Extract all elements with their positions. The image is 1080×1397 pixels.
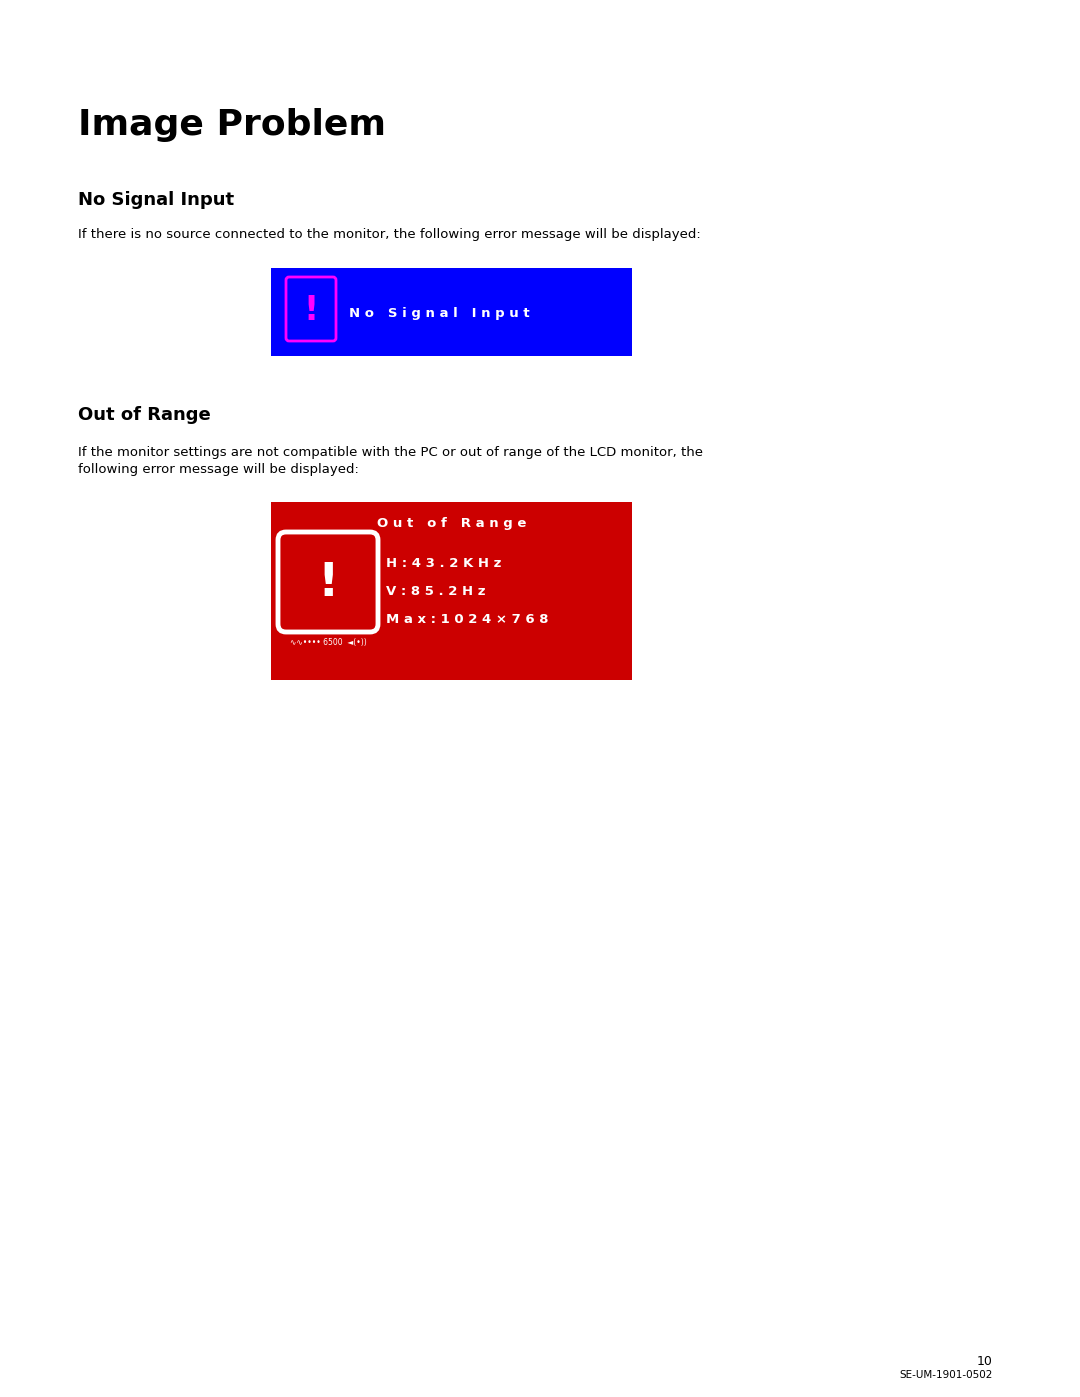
- Text: ∿∿•••• 6500  ◄(•)): ∿∿•••• 6500 ◄(•)): [289, 637, 366, 647]
- Text: 10: 10: [977, 1355, 993, 1368]
- Text: !: !: [318, 562, 339, 606]
- FancyBboxPatch shape: [286, 277, 336, 341]
- Text: !: !: [303, 295, 319, 327]
- Bar: [271, 502, 632, 680]
- Text: M a x : 1 0 2 4 × 7 6 8: M a x : 1 0 2 4 × 7 6 8: [386, 613, 549, 626]
- Text: O u t   o f   R a n g e: O u t o f R a n g e: [377, 517, 526, 531]
- Text: Out of Range: Out of Range: [78, 407, 211, 425]
- Text: If there is no source connected to the monitor, the following error message will: If there is no source connected to the m…: [78, 228, 701, 242]
- Text: following error message will be displayed:: following error message will be displaye…: [78, 462, 359, 476]
- Bar: [271, 268, 632, 356]
- Text: N o   S i g n a l   I n p u t: N o S i g n a l I n p u t: [349, 307, 529, 320]
- Text: SE-UM-1901-0502: SE-UM-1901-0502: [900, 1370, 993, 1380]
- Text: V : 8 5 . 2 H z: V : 8 5 . 2 H z: [386, 585, 486, 598]
- Text: Image Problem: Image Problem: [78, 108, 386, 142]
- FancyBboxPatch shape: [278, 532, 378, 631]
- Text: H : 4 3 . 2 K H z: H : 4 3 . 2 K H z: [386, 557, 501, 570]
- Text: No Signal Input: No Signal Input: [78, 191, 234, 210]
- Text: If the monitor settings are not compatible with the PC or out of range of the LC: If the monitor settings are not compatib…: [78, 446, 703, 460]
